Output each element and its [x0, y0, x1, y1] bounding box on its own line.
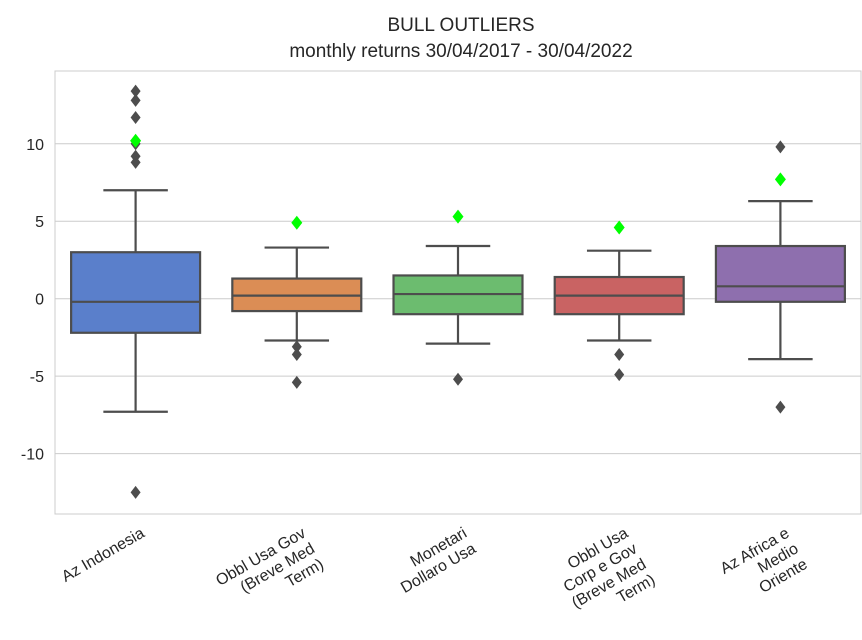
outlier-point [130, 110, 141, 124]
x-tick-label: Obbl UsaCorp e Gov(Breve MedTerm) [551, 525, 658, 628]
y-tick-label: 5 [35, 214, 44, 231]
highlight-point [291, 215, 303, 230]
outlier-point [775, 400, 786, 414]
outlier-point [130, 485, 141, 499]
plot-area [54, 70, 862, 515]
chart-subtitle: monthly returns 30/04/2017 - 30/04/2022 [289, 41, 632, 62]
y-tick-label: 0 [35, 292, 44, 309]
x-tick-label: MonetariDollaro Usa [389, 525, 479, 597]
box [714, 244, 846, 303]
x-tick-label: Az Indonesia [59, 525, 148, 586]
outlier-point [130, 155, 141, 169]
x-tick-label-line: Az Indonesia [59, 525, 148, 586]
outlier-point [453, 372, 463, 386]
outlier-point [291, 340, 302, 354]
highlight-point [774, 172, 786, 187]
box-group [553, 220, 685, 382]
highlight-point [613, 220, 625, 235]
y-tick-label: -5 [30, 369, 44, 386]
outlier-point [291, 347, 302, 361]
outlier-point [291, 375, 302, 389]
chart-title: BULL OUTLIERS [387, 15, 534, 36]
x-tick-label: Obbl Usa Gov(Breve MedTerm) [213, 525, 327, 621]
box-group [231, 215, 363, 389]
outlier-point [614, 347, 625, 361]
outlier-point [130, 84, 141, 98]
outlier-point [614, 368, 625, 382]
highlight-point [130, 133, 142, 148]
x-tick-label: Az Africa eMedioOriente [718, 525, 811, 609]
outlier-point [775, 140, 786, 154]
box-group [70, 84, 202, 499]
box [70, 251, 202, 334]
box-group [392, 209, 524, 386]
box-group [714, 140, 846, 414]
outlier-point [130, 93, 141, 107]
y-tick-label: -10 [21, 447, 44, 464]
y-tick-label: 10 [26, 137, 44, 154]
highlight-point [452, 209, 464, 224]
